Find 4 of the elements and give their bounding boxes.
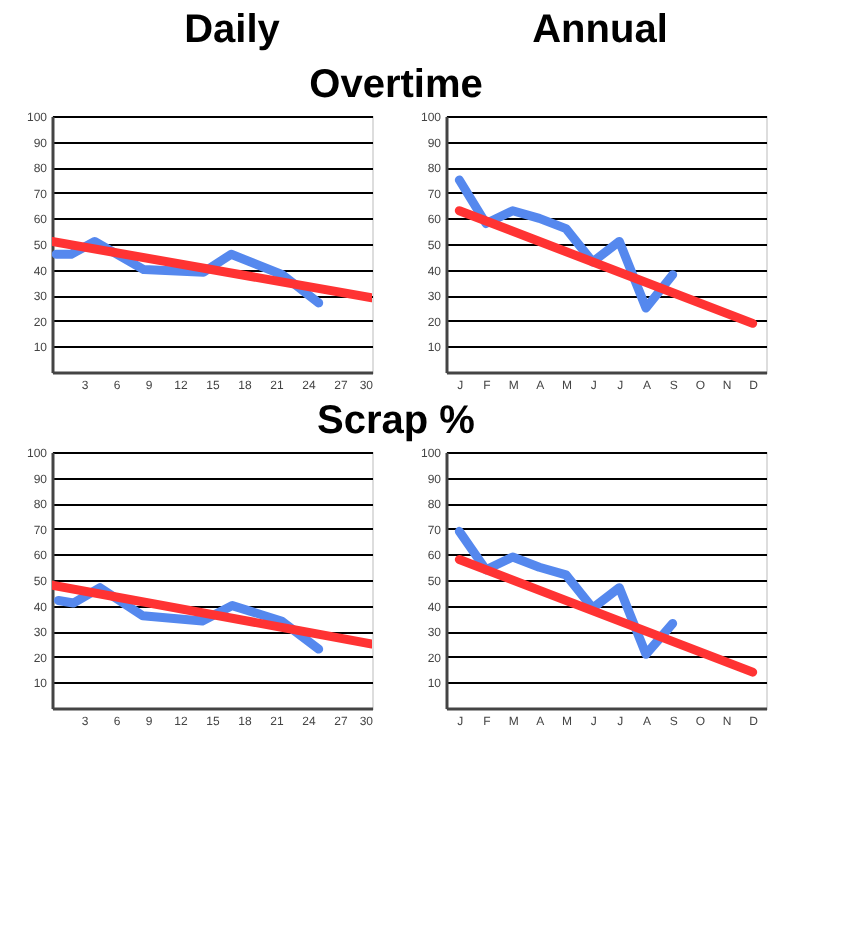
chart-title: Scrap % bbox=[317, 399, 476, 443]
chart-title: Overtime bbox=[309, 63, 483, 107]
text: Annual bbox=[532, 8, 668, 52]
text: Daily bbox=[184, 8, 282, 52]
